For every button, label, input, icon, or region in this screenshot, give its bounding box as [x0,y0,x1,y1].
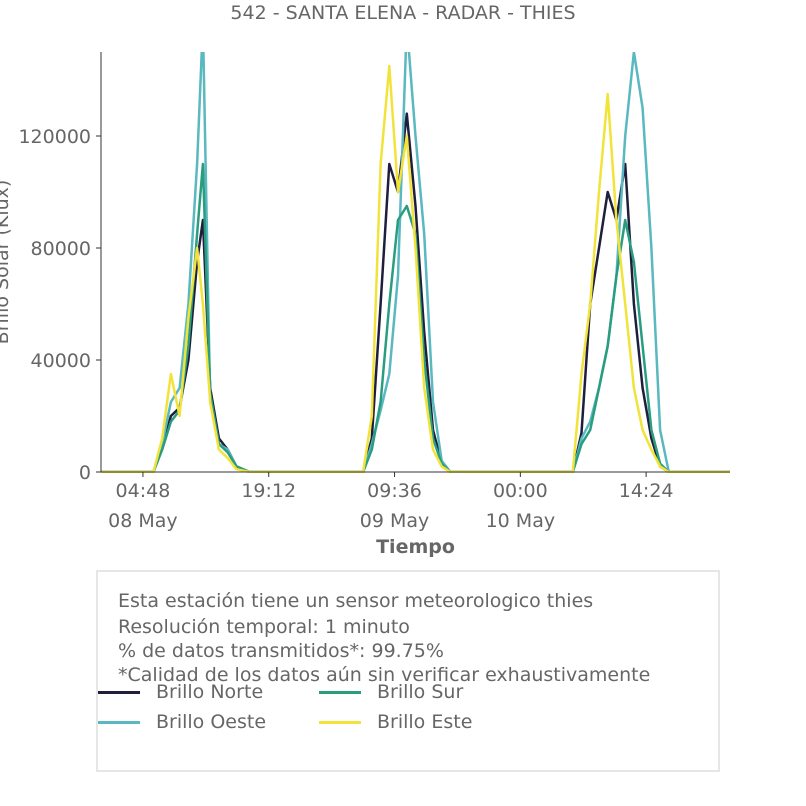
series-line-brillo-este [101,64,730,473]
legend-label-este: Brillo Este [377,711,473,733]
x-tick-date-label: 09 May [360,510,430,532]
x-tick-label: 14:24 [619,480,674,502]
legend-swatch-sur [319,691,361,694]
y-tick-label: 40000 [31,350,91,372]
x-tick-label: 00:00 [493,480,548,502]
legend-swatch-norte [98,691,140,694]
info-resolution-text: Resolución temporal: 1 minuto [118,616,410,638]
chart-title: 542 - SANTA ELENA - RADAR - THIES [230,2,576,24]
y-tick-label: 80000 [31,238,91,260]
y-tick-label: 0 [79,462,91,484]
chart-area: 0 40000 80000 120000 04:48 08 May 19:12 09:36 09… [0,52,730,558]
series-line-brillo-norte [101,112,730,473]
series-line-brillo-oeste [101,52,730,473]
legend-swatch-este [319,721,361,724]
legend-label-oeste: Brillo Oeste [156,711,267,733]
legend-swatch-oeste [98,721,140,724]
x-tick-date-label: 10 May [486,510,556,532]
series-line-brillo-sur [101,162,730,473]
info-quality-text: *Calidad de los datos aún sin verificar … [118,664,651,686]
info-station-text: Esta estación tiene un sensor meteorolog… [118,590,594,612]
x-tick-label: 09:36 [367,480,422,502]
info-transmitted-text: % de datos transmitidos*: 99.75% [118,640,444,662]
y-tick-label: 120000 [18,126,91,148]
info-legend-box: Esta estación tiene un sensor meteorolog… [96,570,720,772]
legend-label-norte: Brillo Norte [156,681,264,703]
x-tick-label: 04:48 [116,480,171,502]
y-axis-title: Brillo Solar (Klux) [0,180,13,345]
x-tick-label: 19:12 [241,480,296,502]
legend-label-sur: Brillo Sur [377,681,464,703]
x-tick-date-label: 08 May [108,510,178,532]
x-axis-title: Tiempo [376,536,455,558]
